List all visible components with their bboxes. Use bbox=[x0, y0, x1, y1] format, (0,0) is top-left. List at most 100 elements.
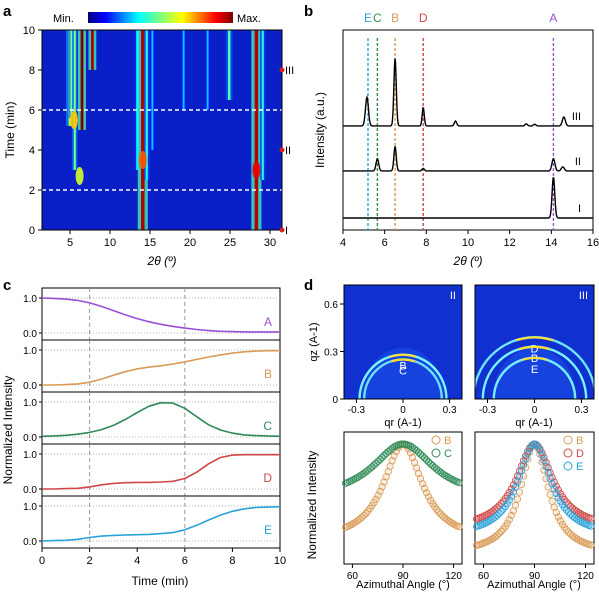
heatmap-ytick-label: 0 bbox=[29, 225, 35, 237]
azimuthal-point-E bbox=[552, 489, 560, 497]
gisaxs-xtick-label: -0.3 bbox=[348, 405, 366, 416]
kinetics-ytick-label: 0.0 bbox=[23, 537, 37, 548]
heatmap-y-label: Time (min) bbox=[3, 102, 17, 159]
colorbar-min-label: Min. bbox=[53, 13, 74, 25]
kinetics-curve-D bbox=[42, 453, 280, 490]
panel-c-kinetics: 0.0 1.0 A 0.0 1.0 B 0.0 1.0 C 0.0 1.0 D 0.0 1.0 E 0 2 4 6… bbox=[1, 287, 286, 588]
azimuthal-point-B bbox=[511, 501, 520, 509]
gisaxs-qz-label: qz (A-1) bbox=[308, 322, 320, 361]
kinetics-ytick-label: 1.0 bbox=[23, 450, 37, 461]
azimuthal-legend-marker-C bbox=[431, 448, 441, 458]
azimuthal-point-E bbox=[515, 472, 524, 481]
xrd-xtick-label: 8 bbox=[423, 237, 429, 249]
gisaxs-ring-highlight-B bbox=[518, 345, 551, 351]
azimuthal-x-label-right: Azimuthal Angle (°) bbox=[487, 579, 581, 591]
azimuthal-point-D bbox=[483, 510, 491, 519]
heatmap-ytick-label: 6 bbox=[29, 105, 35, 117]
azimuthal-point-E bbox=[540, 456, 548, 465]
azimuthal-point-B bbox=[424, 493, 433, 501]
panel-label-b: b bbox=[304, 3, 313, 20]
azimuthal-point-B bbox=[548, 497, 556, 505]
kinetics-series-label-B: B bbox=[264, 367, 272, 381]
xrd-xtick-label: 16 bbox=[587, 237, 599, 249]
xrd-pattern-I bbox=[343, 177, 593, 219]
gisaxs-xtick-label: 0 bbox=[400, 405, 406, 416]
kinetics-xtick-label: 0 bbox=[39, 555, 45, 567]
xrd-ref-label-B: B bbox=[391, 11, 399, 25]
azimuthal-point-C bbox=[447, 475, 455, 483]
kinetics-series-label-C: C bbox=[263, 419, 272, 433]
colorbar bbox=[88, 12, 233, 23]
heatmap-marker-III bbox=[279, 67, 285, 73]
heatmap-marker-label-III: III bbox=[285, 65, 294, 77]
azimuthal-point-E bbox=[517, 466, 526, 475]
azimuthal-point-B bbox=[420, 484, 429, 492]
azimuthal-legend-label-E: E bbox=[576, 461, 583, 473]
panel-label-c: c bbox=[3, 277, 11, 294]
kinetics-subplot-C bbox=[41, 391, 281, 445]
xrd-pattern-label-II: II bbox=[575, 156, 581, 168]
heatmap-streak-2 bbox=[73, 30, 76, 170]
kinetics-subplot-E bbox=[41, 495, 281, 549]
azimuthal-point-E bbox=[542, 462, 550, 471]
gisaxs-qr-label-left: qr (A-1) bbox=[384, 417, 421, 429]
azimuthal-point-B bbox=[360, 511, 368, 520]
azimuthal-legend-marker-B bbox=[431, 435, 441, 445]
azimuthal-point-E bbox=[505, 496, 513, 504]
gisaxs-ring-label-D: D bbox=[531, 343, 539, 355]
kinetics-xtick-label: 10 bbox=[274, 555, 286, 567]
azimuthal-point-B bbox=[408, 453, 416, 461]
gisaxs-ytick-label: 0.6 bbox=[324, 300, 338, 311]
kinetics-curve-C bbox=[41, 401, 281, 438]
azimuthal-point-B bbox=[374, 491, 382, 499]
azimuthal-point-B bbox=[422, 489, 431, 497]
colorbar-max-label: Max. bbox=[237, 13, 261, 25]
azimuthal-point-B bbox=[370, 498, 378, 507]
gisaxs-xtick-label: -0.3 bbox=[479, 405, 497, 416]
azimuthal-point-B bbox=[540, 466, 548, 474]
kinetics-y-label: Normalized Intensity bbox=[1, 376, 15, 485]
azimuthal-xtick-label: 90 bbox=[397, 571, 409, 582]
xrd-ref-label-A: A bbox=[549, 11, 557, 25]
heatmap-streak-10 bbox=[206, 30, 209, 110]
kinetics-ytick-label: 0.0 bbox=[23, 329, 37, 340]
gisaxs-ring-label-B: B bbox=[399, 361, 406, 373]
xrd-pattern-label-III: III bbox=[572, 111, 581, 123]
kinetics-ytick-label: 1.0 bbox=[23, 398, 37, 409]
heatmap-x-label: 2θ (º) bbox=[147, 254, 177, 268]
heatmap-xtick-label: 25 bbox=[224, 237, 236, 249]
azimuthal-point-B bbox=[414, 469, 423, 477]
kinetics-curve-A bbox=[41, 297, 280, 333]
xrd-xtick-label: 4 bbox=[340, 237, 346, 249]
heatmap-blob-1 bbox=[75, 167, 84, 185]
azimuthal-xtick-label: 90 bbox=[529, 571, 541, 582]
gisaxs-image-II: BC II bbox=[344, 285, 462, 399]
gisaxs-image-label-II: II bbox=[450, 290, 456, 302]
heatmap-background bbox=[42, 30, 282, 230]
azimuthal-point-C bbox=[445, 474, 453, 482]
azimuthal-point-C bbox=[350, 475, 358, 484]
azimuthal-point-E bbox=[534, 442, 542, 451]
kinetics-ytick-label: 0.0 bbox=[23, 433, 37, 444]
xrd-y-label: Intensity (a.u.) bbox=[313, 92, 327, 168]
heatmap-streak-7 bbox=[145, 30, 148, 180]
azimuthal-point-E bbox=[554, 493, 562, 502]
azimuthal-legend-label-B: B bbox=[444, 435, 451, 447]
heatmap-streak-11 bbox=[228, 30, 231, 100]
heatmap-marker-label-II: II bbox=[285, 145, 291, 157]
kinetics-ytick-label: 1.0 bbox=[23, 502, 37, 513]
gisaxs-xtick-label: 0 bbox=[532, 405, 538, 416]
xrd-ref-label-C: C bbox=[373, 11, 382, 25]
azimuthal-xtick-label: 120 bbox=[577, 571, 594, 582]
gisaxs-xtick-label: 0.3 bbox=[575, 405, 589, 416]
kinetics-curve-B bbox=[42, 349, 280, 386]
gisaxs-ring-highlight-B bbox=[389, 353, 417, 358]
heatmap-streak-12 bbox=[254, 30, 259, 230]
heatmap-ytick-label: 4 bbox=[29, 145, 35, 157]
azimuthal-point-E bbox=[519, 460, 528, 469]
kinetics-xtick-label: 8 bbox=[229, 555, 235, 567]
azimuthal-legend-label-D: D bbox=[576, 448, 584, 460]
gisaxs-ytick-label: 0 bbox=[332, 395, 338, 406]
